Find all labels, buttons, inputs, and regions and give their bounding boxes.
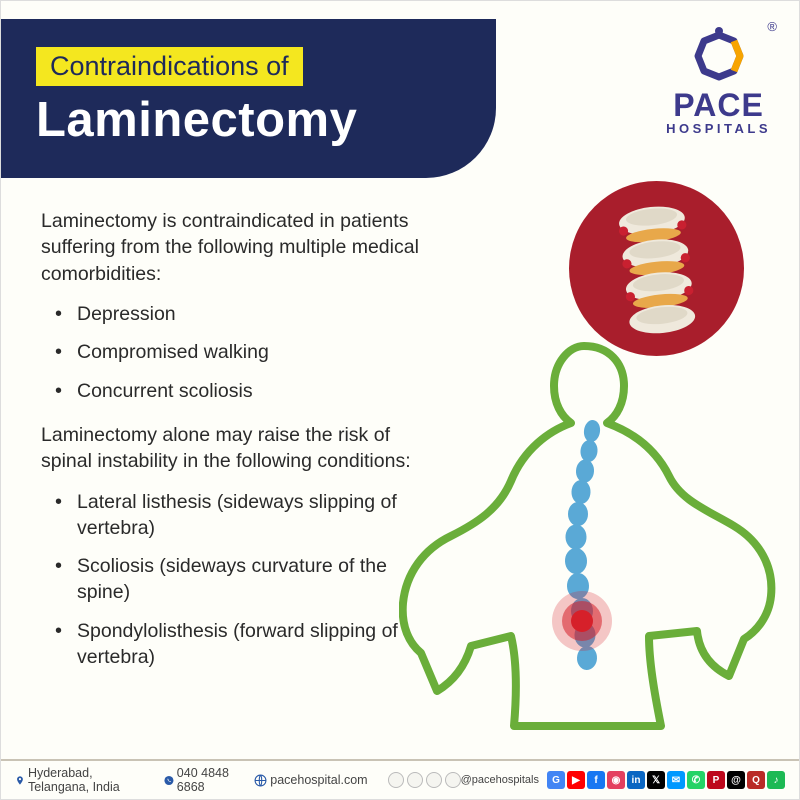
pinterest-icon[interactable]: P	[707, 771, 725, 789]
contraindication-list-2: Lateral listhesis (sideways slipping of …	[41, 489, 436, 671]
footer-website: pacehospital.com	[254, 773, 367, 787]
cert-badge-icon	[388, 772, 404, 788]
mid-paragraph: Laminectomy alone may raise the risk of …	[41, 422, 436, 475]
cert-badge-icon	[407, 772, 423, 788]
list-item: Spondylolisthesis (forward slipping of v…	[55, 618, 436, 671]
intro-paragraph: Laminectomy is contraindicated in patien…	[41, 208, 436, 287]
spine-vertebrae-icon	[569, 181, 744, 356]
logo-hexagon-icon	[688, 25, 750, 87]
youtube-icon[interactable]: ▶	[567, 771, 585, 789]
page-title: Laminectomy	[36, 92, 461, 148]
spotify-icon[interactable]: ♪	[767, 771, 785, 789]
footer-phone: 040 4848 6868	[164, 766, 240, 794]
logo-brand-text: PACE	[666, 89, 771, 121]
brand-logo: PACE HOSPITALS	[666, 25, 771, 136]
logo-sub-text: HOSPITALS	[666, 121, 771, 136]
list-item: Concurrent scoliosis	[55, 378, 436, 404]
quora-icon[interactable]: Q	[747, 771, 765, 789]
threads-icon[interactable]: @	[727, 771, 745, 789]
list-item: Compromised walking	[55, 339, 436, 365]
back-pain-body-icon	[399, 331, 779, 731]
footer-bar: Hyderabad, Telangana, India 040 4848 686…	[1, 759, 799, 799]
social-icons-row: G ▶ f ◉ in 𝕏 ✉ ✆ P @ Q ♪	[547, 771, 785, 789]
list-item: Lateral listhesis (sideways slipping of …	[55, 489, 436, 542]
linkedin-icon[interactable]: in	[627, 771, 645, 789]
list-item: Scoliosis (sideways curvature of the spi…	[55, 553, 436, 606]
google-business-icon[interactable]: G	[547, 771, 565, 789]
header-banner: Contraindications of Laminectomy	[1, 19, 496, 178]
certification-badges	[388, 772, 461, 788]
social-handle: @pacehospitals	[461, 774, 539, 786]
header-highlight: Contraindications of	[36, 47, 303, 86]
messenger-icon[interactable]: ✉	[667, 771, 685, 789]
globe-icon	[254, 774, 267, 787]
contraindication-list-1: Depression Compromised walking Concurren…	[41, 301, 436, 404]
phone-icon	[164, 774, 174, 787]
map-pin-icon	[15, 774, 25, 787]
list-item: Depression	[55, 301, 436, 327]
instagram-icon[interactable]: ◉	[607, 771, 625, 789]
facebook-icon[interactable]: f	[587, 771, 605, 789]
cert-badge-icon	[426, 772, 442, 788]
whatsapp-icon[interactable]: ✆	[687, 771, 705, 789]
cert-badge-icon	[445, 772, 461, 788]
x-twitter-icon[interactable]: 𝕏	[647, 771, 665, 789]
footer-location: Hyderabad, Telangana, India	[15, 766, 150, 794]
